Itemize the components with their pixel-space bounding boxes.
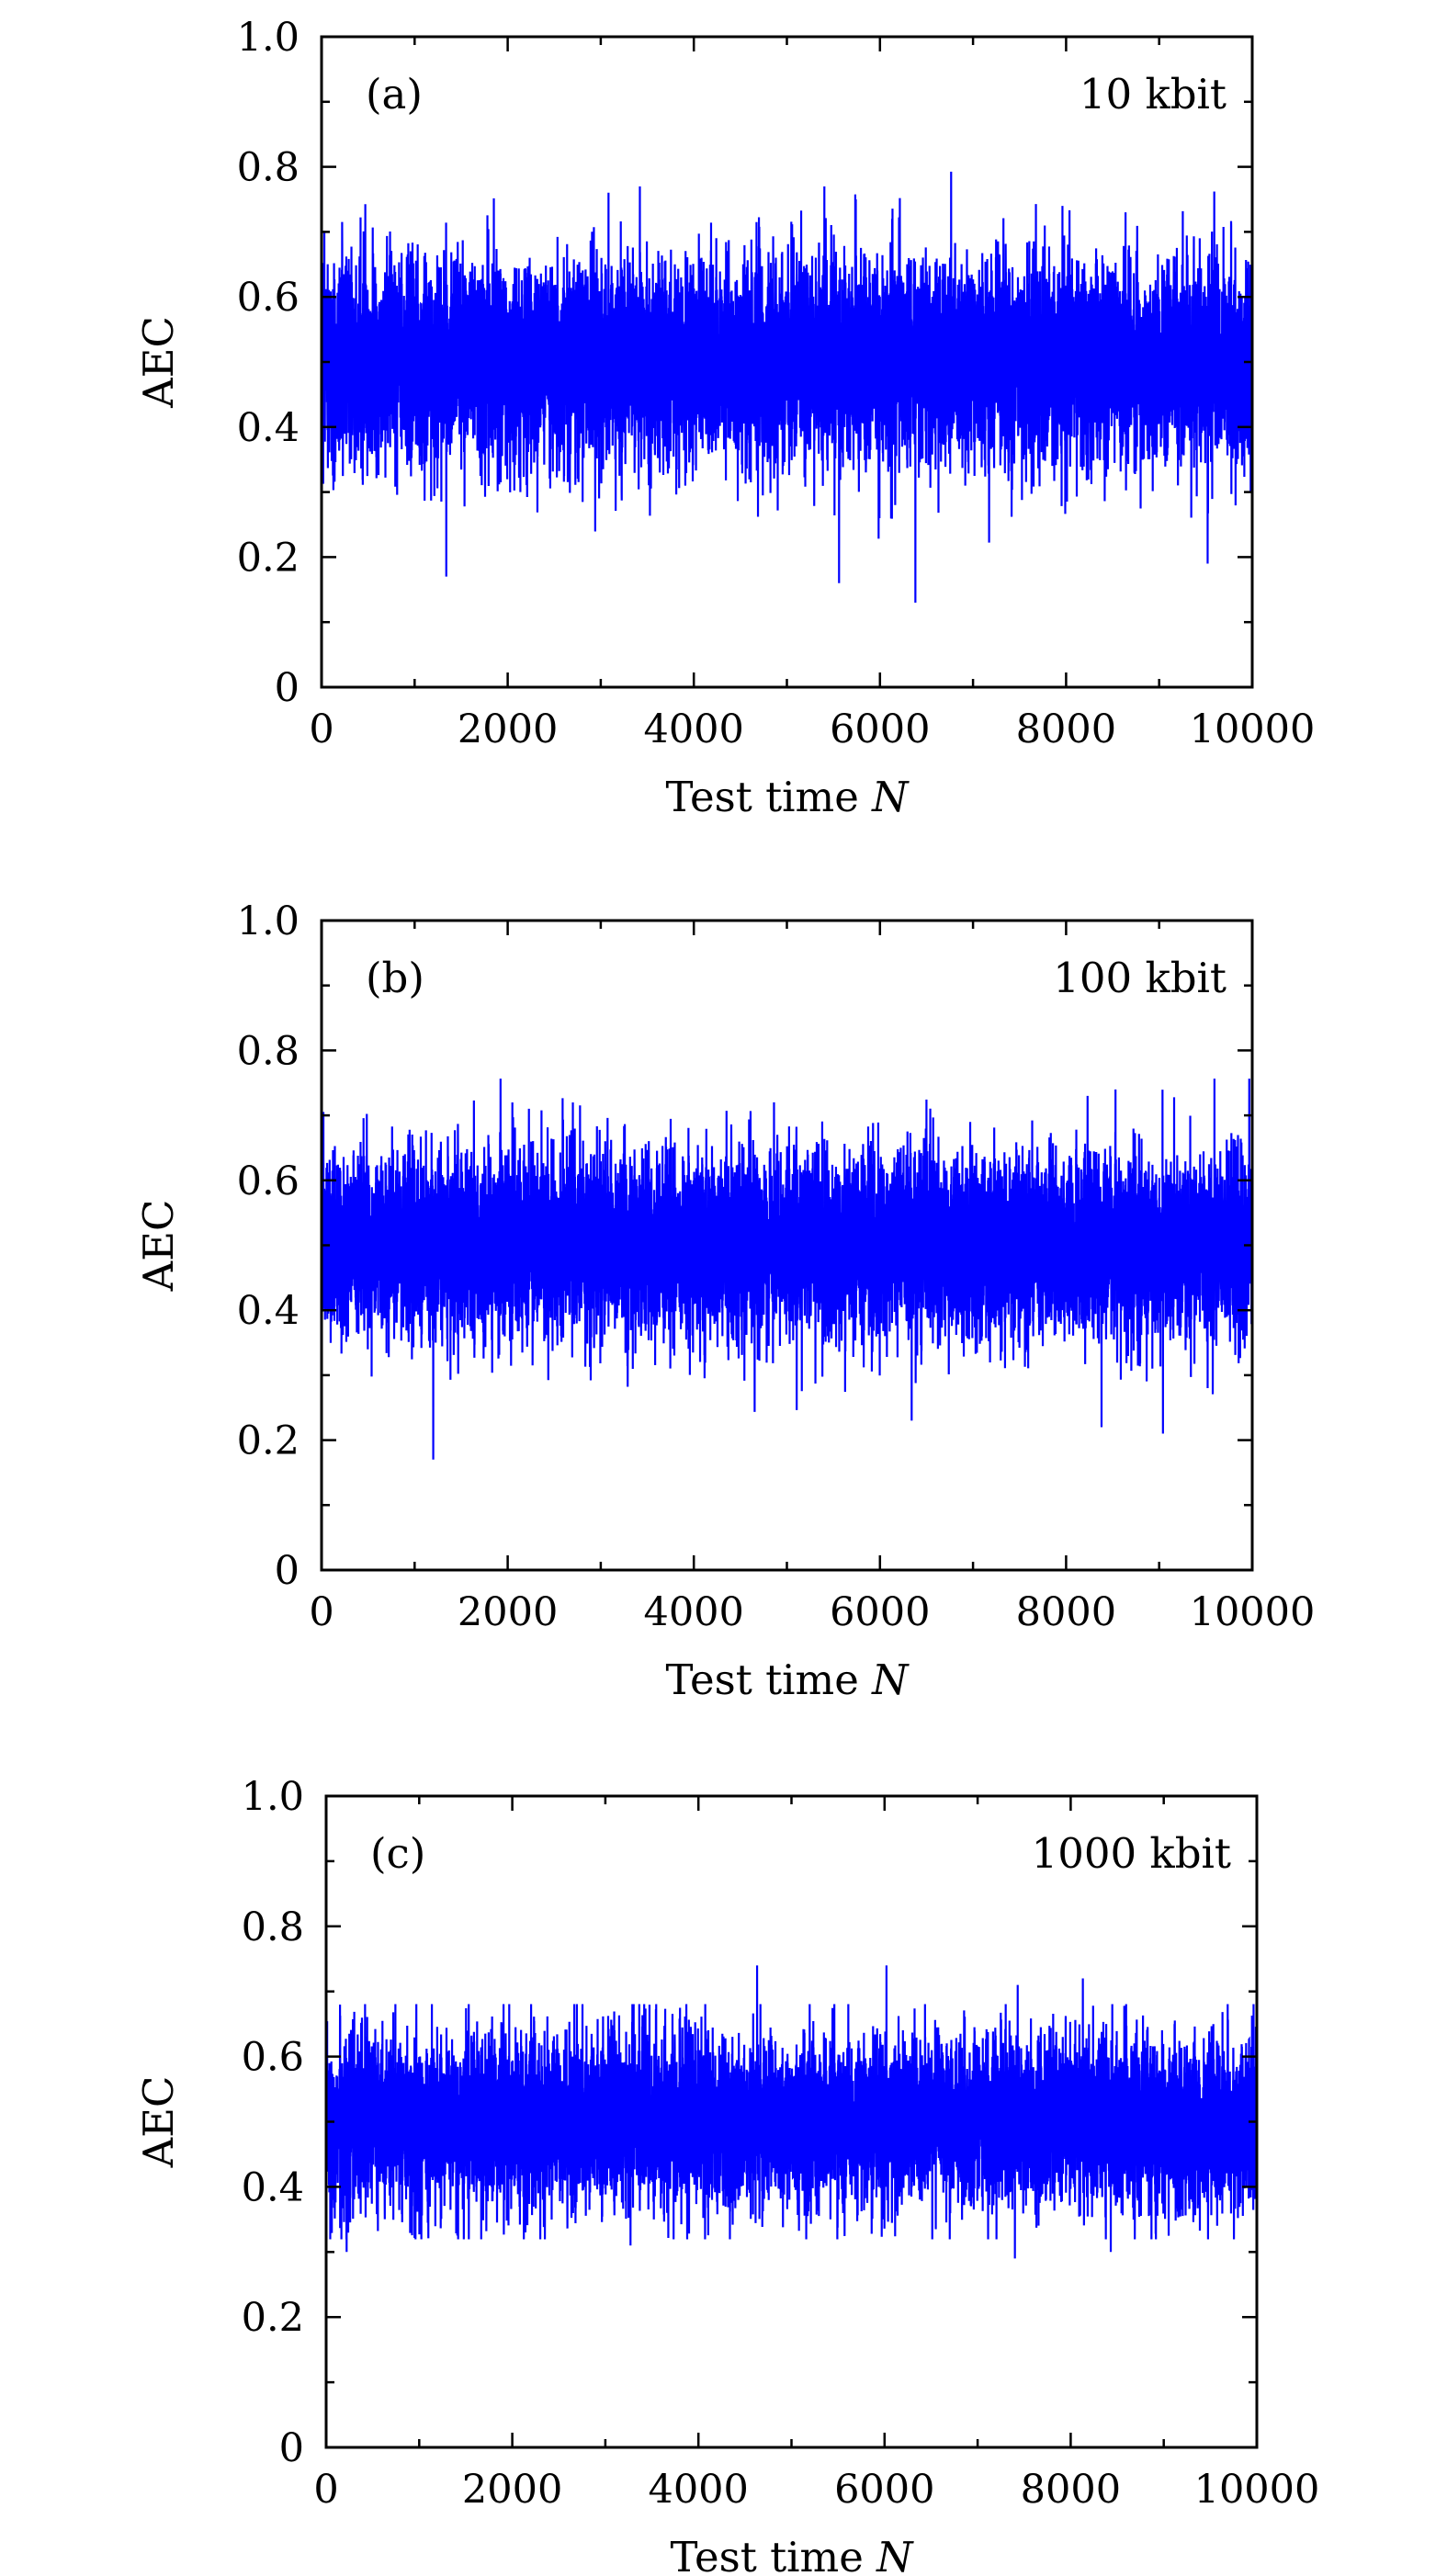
- x-tick-label-c: 8000: [1021, 2467, 1121, 2513]
- y-tick-label-a: 0.4: [237, 405, 300, 451]
- y-tick-label-a: 1.0: [237, 15, 300, 61]
- chart-panel-c: 0 2000 4000 6000 8000 10000 0 0.2 0.4 0.6 0.8 1.0 Te…: [134, 1774, 1319, 2576]
- panel-label-a: (a): [366, 70, 423, 119]
- panel-label-c: (c): [370, 1829, 425, 1878]
- x-axis-label-b: Test time N: [665, 1655, 910, 1704]
- data-size-annotation-a: 10 kbit: [1080, 70, 1227, 119]
- y-tick-label-a: 0: [275, 665, 300, 711]
- x-axis-label-a: Test time N: [665, 773, 910, 821]
- x-tick-label-c: 4000: [648, 2467, 748, 2513]
- y-tick-label-b: 1.0: [237, 898, 300, 944]
- x-tick-label-b: 4000: [643, 1589, 743, 1635]
- y-tick-label-a: 0.8: [237, 145, 300, 191]
- chart-panel-a: 0 2000 4000 6000 8000 10000 0 0.2 0.4 0.6 0.8 1.0 Te…: [134, 15, 1315, 821]
- x-tick-label-a: 8000: [1016, 706, 1116, 752]
- x-tick-label-b: 8000: [1016, 1589, 1116, 1635]
- y-tick-label-c: 0.4: [242, 2164, 304, 2210]
- x-tick-label-b: 6000: [830, 1589, 930, 1635]
- x-tick-label-a: 4000: [643, 706, 743, 752]
- y-tick-label-b: 0.6: [237, 1158, 300, 1204]
- panel-label-b: (b): [366, 954, 424, 1002]
- y-tick-label-a: 0.6: [237, 275, 300, 321]
- y-tick-label-c: 0.6: [242, 2035, 304, 2081]
- data-size-annotation-b: 100 kbit: [1053, 954, 1227, 1002]
- y-axis-label-b: AEC: [134, 1200, 183, 1293]
- data-size-annotation-c: 1000 kbit: [1032, 1829, 1231, 1878]
- y-tick-label-b: 0: [275, 1548, 300, 1594]
- x-tick-label-c: 0: [313, 2467, 338, 2513]
- y-tick-label-b: 0.4: [237, 1288, 300, 1334]
- x-tick-label-b: 2000: [458, 1589, 558, 1635]
- y-axis-label-a: AEC: [134, 316, 183, 409]
- chart-panel-b: 0 2000 4000 6000 8000 10000 0 0.2 0.4 0.6 0.8 1.0 Te…: [134, 898, 1315, 1704]
- y-tick-label-c: 0.2: [242, 2295, 304, 2341]
- aec-series-line-a: [320, 171, 1254, 603]
- x-tick-label-c: 2000: [462, 2467, 562, 2513]
- x-tick-label-a: 6000: [830, 706, 930, 752]
- y-tick-label-c: 1.0: [242, 1774, 304, 1820]
- x-tick-label-a: 10000: [1190, 706, 1316, 752]
- aec-series-line-b: [320, 1079, 1254, 1460]
- y-tick-label-b: 0.2: [237, 1418, 300, 1464]
- y-axis-label-c: AEC: [134, 2076, 183, 2169]
- y-tick-label-c: 0.8: [242, 1904, 304, 1950]
- y-tick-label-b: 0.8: [237, 1028, 300, 1074]
- x-tick-label-b: 0: [309, 1589, 333, 1635]
- y-tick-label-c: 0: [279, 2425, 304, 2471]
- x-axis-label-c: Test time N: [670, 2533, 914, 2576]
- x-tick-label-c: 10000: [1194, 2467, 1320, 2513]
- x-tick-label-b: 10000: [1190, 1589, 1316, 1635]
- x-tick-label-a: 0: [309, 706, 333, 752]
- x-tick-label-a: 2000: [458, 706, 558, 752]
- y-tick-label-a: 0.2: [237, 535, 300, 581]
- aec-series-line-c: [324, 1965, 1259, 2259]
- x-tick-label-c: 6000: [834, 2467, 934, 2513]
